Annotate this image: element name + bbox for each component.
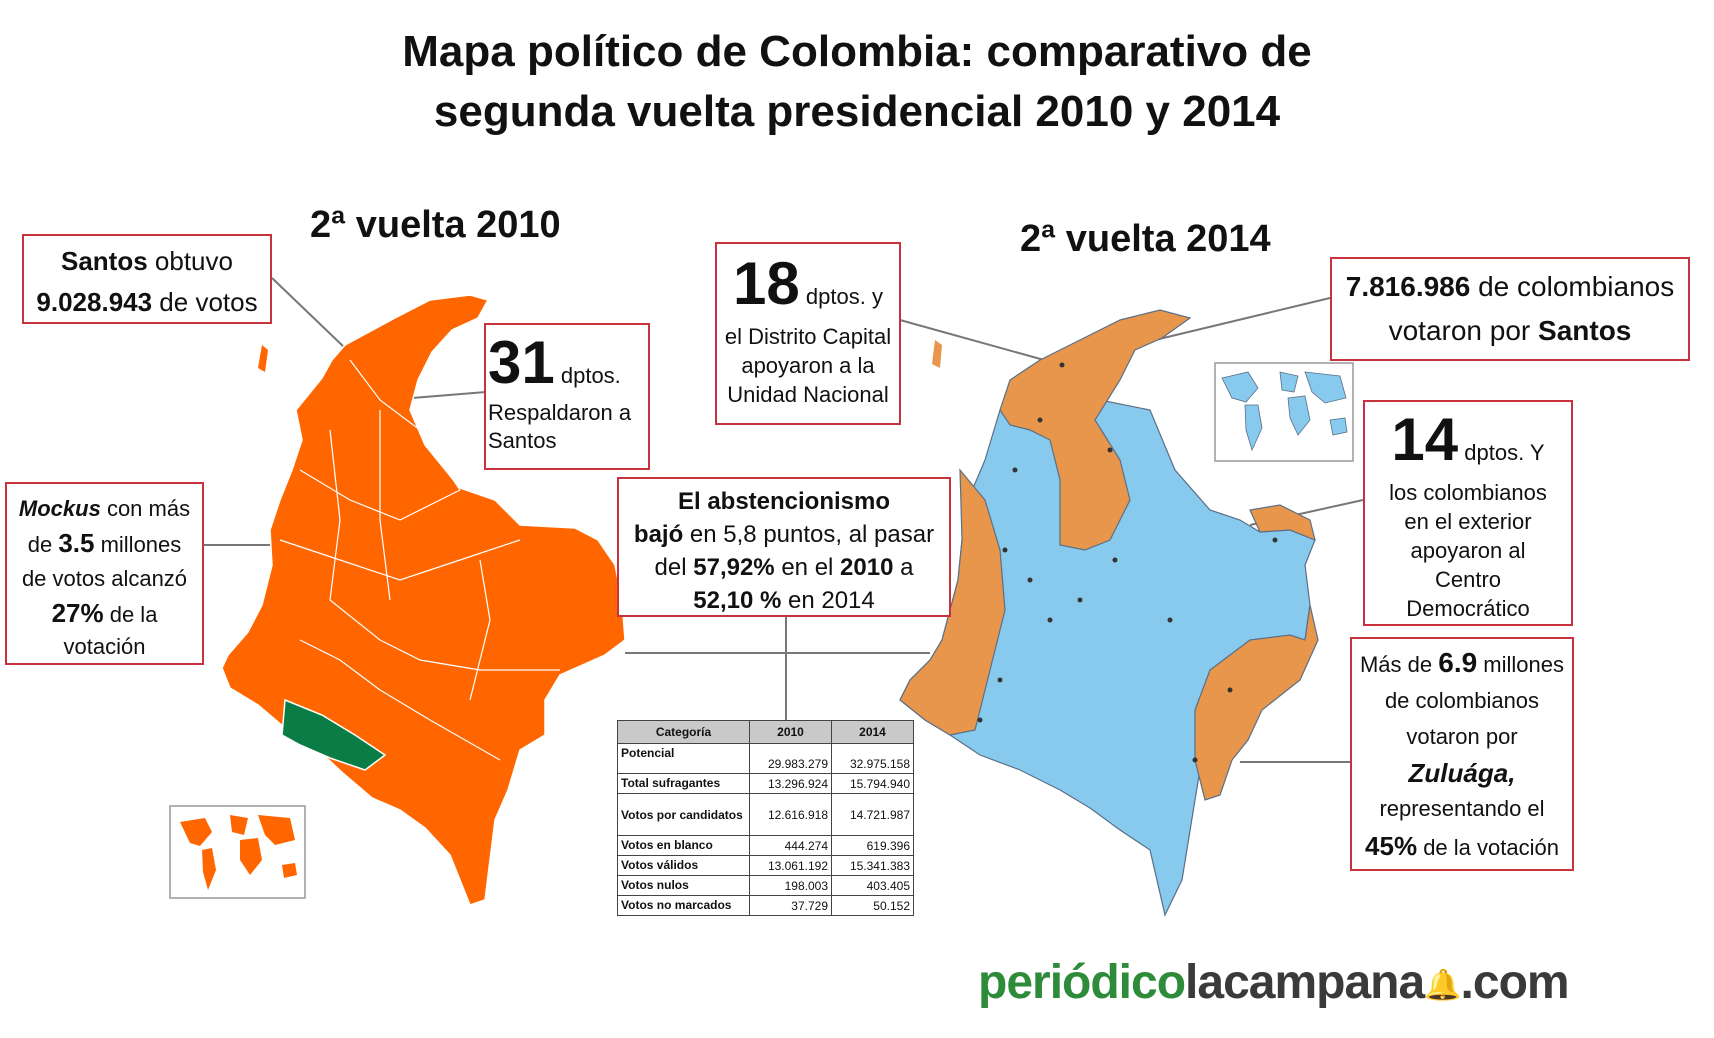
connector-lines <box>203 277 1364 763</box>
heading-2014: 2ª vuelta 2014 <box>1020 218 1271 260</box>
stats-header-row: Categoría 2010 2014 <box>617 720 914 744</box>
table-row: Votos no marcados 37.729 50.152 <box>617 895 914 916</box>
table-row: Votos en blanco 444.274 619.396 <box>617 835 914 856</box>
callout-santos-2014: 7.816.986 de colombianos votaron por San… <box>1330 257 1690 361</box>
callout-zuluaga: Más de 6.9 millones de colombianos votar… <box>1350 637 1574 871</box>
map-2014 <box>899 309 1319 917</box>
map-2010-mockus-region <box>281 698 387 771</box>
inset-world-2014 <box>1214 362 1354 462</box>
table-row: Votos nulos 198.003 403.405 <box>617 875 914 896</box>
map-2014-san-andres <box>932 340 942 368</box>
stats-table: Categoría 2010 2014 Potencial 29.983.279 3… <box>617 720 914 916</box>
map-2014-santos-north <box>999 309 1192 551</box>
callout-mockus: Mockus con más de 3.5 millones de votos … <box>5 482 204 665</box>
callout-santos-2010: Santos obtuvo 9.028.943 de votos <box>22 234 272 324</box>
stats-table-wrap: Categoría 2010 2014 Potencial 29.983.279 3… <box>617 720 914 916</box>
table-row: Votos por candidatos 12.616.918 14.721.987 <box>617 793 914 836</box>
stats-header-2010: 2010 <box>749 720 832 744</box>
bell-icon: 🔔 <box>1424 968 1461 1002</box>
title-line-1: Mapa político de Colombia: comparativo d… <box>402 27 1312 76</box>
stats-header-category: Categoría <box>617 720 750 744</box>
map-2010-san-andres <box>258 345 268 372</box>
inset-world-2010 <box>169 805 306 899</box>
map-2010 <box>221 294 626 906</box>
page-title: Mapa político de Colombia: comparativo d… <box>0 22 1714 142</box>
table-row: Total sufragantes 13.296.924 15.794.940 <box>617 773 914 794</box>
callout-18-dptos: 18 dptos. y el Distrito Capital apoyaron… <box>715 242 901 425</box>
heading-2010: 2ª vuelta 2010 <box>310 204 561 246</box>
callout-abstencionismo: El abstencionismo bajó en 5,8 puntos, al… <box>617 477 951 617</box>
callout-31-dptos: 31 dptos. Respaldaron a Santos <box>484 323 650 470</box>
table-row: Potencial 29.983.279 32.975.158 <box>617 743 914 774</box>
title-line-2: segunda vuelta presidencial 2010 y 2014 <box>433 87 1281 136</box>
map-2014-santos-border <box>1249 504 1316 541</box>
table-row: Votos válidos 13.061.192 15.341.383 <box>617 855 914 876</box>
map-2010-department-borders <box>279 359 560 761</box>
map-2014-santos-east <box>1194 604 1319 801</box>
map-2014-capital-dots <box>977 362 1278 763</box>
stats-header-2014: 2014 <box>831 720 914 744</box>
brand-logo: periódicolacampana🔔.com <box>978 956 1570 1009</box>
callout-14-dptos: 14 dptos. Y los colombianos en el exteri… <box>1363 400 1573 626</box>
